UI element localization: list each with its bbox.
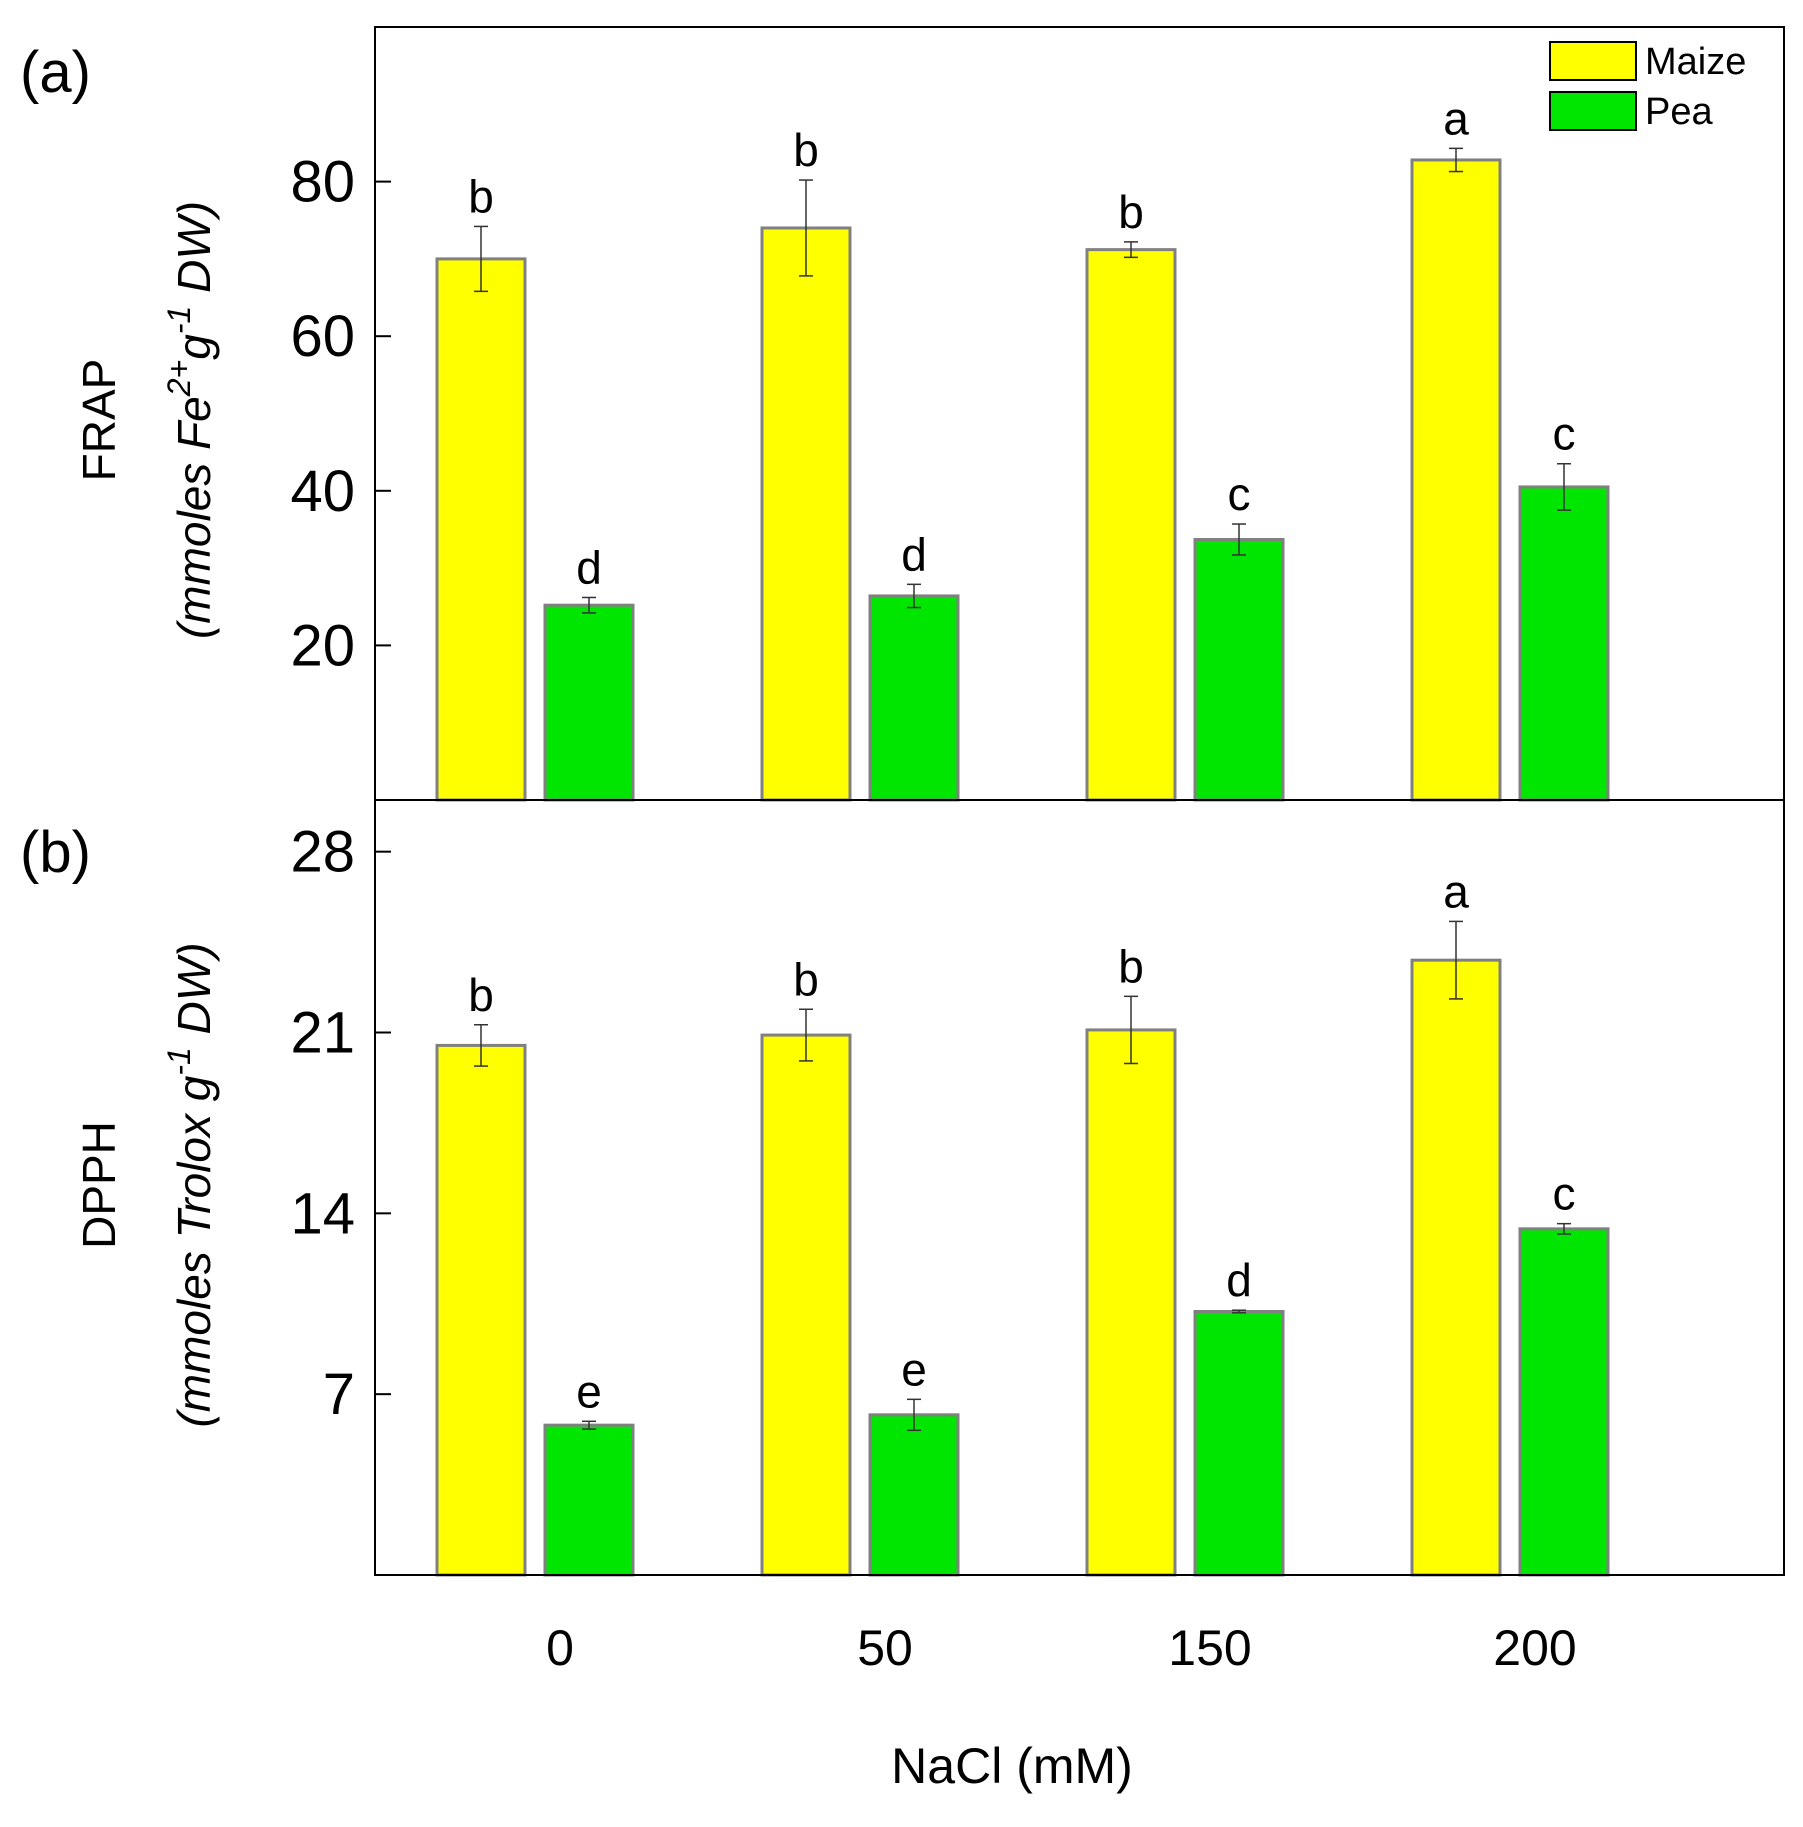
panel-b-label: (b) xyxy=(20,820,91,885)
panel-b-bar-pea-150 xyxy=(1193,1310,1285,1577)
panel-a-sig-letter-pea-0: d xyxy=(576,541,602,593)
panel-a-label: (a) xyxy=(20,40,91,105)
panel-a-frap: (a) 20 40 60 80 b b b a d d c c FRAP (mmoles Fe2+g… xyxy=(20,26,1785,802)
panel-a-y-axis-unit: (mmoles Fe2+g-1 DW) xyxy=(161,201,220,639)
panel-b-y-axis-unit: (mmoles Trolox g-1 DW) xyxy=(161,942,220,1427)
legend-label-maize: Maize xyxy=(1645,41,1746,83)
panel-b-bar-maize-200 xyxy=(1410,958,1502,1577)
panel-b-unit-post: DW) xyxy=(168,942,220,1047)
panel-b-ytick-label-1: 14 xyxy=(290,1181,355,1246)
panel-a-unit-post: DW) xyxy=(168,201,220,306)
panel-b-y-axis-title: DPPH xyxy=(73,1121,125,1249)
panel-a-sig-letter-pea-150: c xyxy=(1228,468,1251,520)
x-axis-title: NaCl (mM) xyxy=(891,1738,1133,1794)
panel-a-ytick-label-2: 60 xyxy=(290,304,355,369)
legend: Maize Pea xyxy=(1549,41,1746,133)
panel-b-bar-pea-50 xyxy=(868,1413,960,1577)
x-tick-label-150: 150 xyxy=(1168,1620,1251,1676)
panel-a-bar-maize-50 xyxy=(760,226,852,802)
panel-b-sig-letter-maize-150: b xyxy=(1118,940,1144,992)
panel-a-ytick-label-1: 40 xyxy=(290,459,355,524)
panel-a-sig-letter-maize-150: b xyxy=(1118,186,1144,238)
legend-label-pea: Pea xyxy=(1645,91,1713,133)
panel-a-bar-maize-0 xyxy=(435,257,527,802)
panel-b-sig-letter-maize-50: b xyxy=(793,953,819,1005)
panel-b-dpph: (b) 7 14 21 28 b b b a e e d c DPPH (mmoles Trolox… xyxy=(20,799,1785,1577)
x-tick-label-200: 200 xyxy=(1493,1620,1576,1676)
panel-b-sig-letter-maize-200: a xyxy=(1443,865,1469,917)
panel-a-ytick-label-0: 20 xyxy=(290,613,355,678)
panel-a-sig-letter-pea-200: c xyxy=(1553,408,1576,460)
panel-a-ytick-label-3: 80 xyxy=(290,150,355,215)
panel-a-y-axis-label: FRAP xyxy=(73,359,125,482)
legend-swatch-pea xyxy=(1549,91,1637,131)
panel-b-bar-pea-200 xyxy=(1518,1227,1610,1577)
panel-b-sig-letter-pea-200: c xyxy=(1553,1168,1576,1220)
panel-a-bar-pea-50 xyxy=(868,594,960,802)
x-axis-tick-labels: 0 50 150 200 xyxy=(546,1620,1577,1676)
panel-b-sig-letter-pea-0: e xyxy=(576,1365,602,1417)
x-tick-label-0: 0 xyxy=(546,1620,574,1676)
panel-b-ytick-label-2: 21 xyxy=(290,1001,355,1066)
panel-a-bar-pea-150 xyxy=(1193,537,1285,802)
x-tick-label-50: 50 xyxy=(857,1620,913,1676)
panel-a-unit-sup2: -1 xyxy=(161,306,197,334)
panel-b-ytick-label-0: 7 xyxy=(323,1362,355,1427)
panel-a-unit-pre: (mmoles Fe xyxy=(168,396,220,639)
panel-a-y-axis-title: FRAP xyxy=(73,359,125,482)
panel-a-sig-letter-maize-200: a xyxy=(1443,92,1469,144)
panel-a-bars: b b b a d d c c xyxy=(435,92,1610,802)
panel-b-bars: b b b a e e d c xyxy=(435,865,1610,1577)
panel-b-bar-maize-150 xyxy=(1085,1028,1177,1577)
panel-b-sig-letter-maize-0: b xyxy=(468,969,494,1021)
panel-a-unit-sup1: 2+ xyxy=(161,360,197,397)
panel-b-y-ticks: 7 14 21 28 xyxy=(290,820,391,1427)
panel-b-sig-letter-pea-150: d xyxy=(1226,1254,1252,1306)
panel-b-unit-sup: -1 xyxy=(161,1047,197,1075)
panel-a-bar-maize-150 xyxy=(1085,248,1177,802)
panel-a-sig-letter-pea-50: d xyxy=(901,528,927,580)
legend-swatch-maize xyxy=(1549,41,1637,81)
panel-b-plot-frame xyxy=(374,799,1785,1576)
panel-b-sig-letter-pea-50: e xyxy=(901,1343,927,1395)
panel-a-sig-letter-maize-50: b xyxy=(793,124,819,176)
panel-a-y-ticks: 20 40 60 80 xyxy=(290,150,391,678)
panel-a-sig-letter-maize-0: b xyxy=(468,170,494,222)
panel-a-y-axis-unit-text: (mmoles Fe2+g-1 DW) xyxy=(161,201,220,639)
panel-b-bar-pea-0 xyxy=(543,1423,635,1577)
panel-a-bar-maize-200 xyxy=(1410,158,1502,802)
panel-b-ytick-label-3: 28 xyxy=(290,820,355,885)
panel-b-bar-maize-50 xyxy=(760,1033,852,1577)
panel-a-bar-pea-0 xyxy=(543,603,635,802)
panel-b-y-axis-label: DPPH xyxy=(73,1121,125,1249)
panel-b-unit-pre: (mmoles Trolox g xyxy=(168,1075,220,1427)
panel-b-y-axis-unit-text: (mmoles Trolox g-1 DW) xyxy=(161,942,220,1427)
panel-a-unit-mid: g xyxy=(168,334,220,360)
panel-a-bar-pea-200 xyxy=(1518,485,1610,802)
panel-b-bar-maize-0 xyxy=(435,1043,527,1577)
